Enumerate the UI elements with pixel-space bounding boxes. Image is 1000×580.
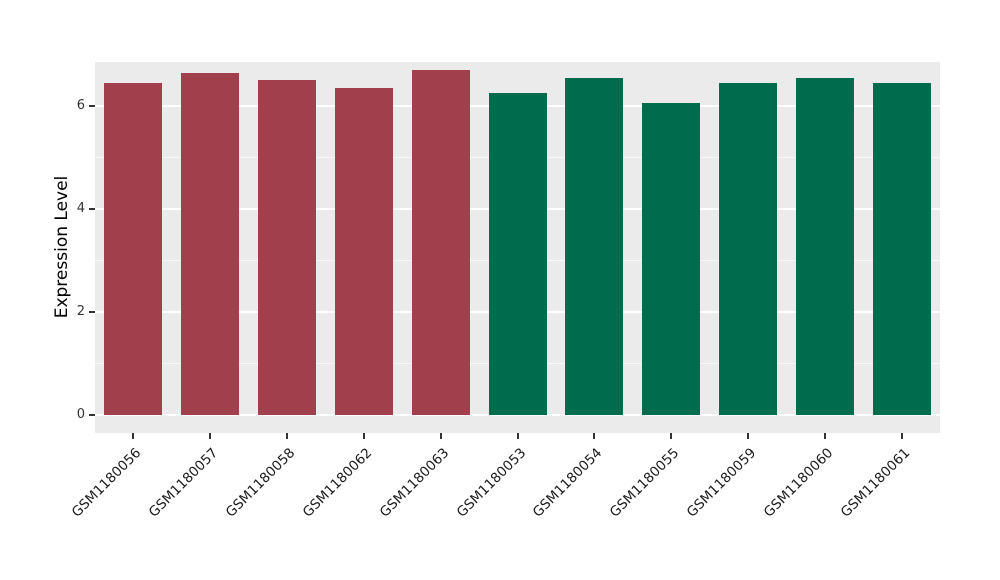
bar — [642, 103, 701, 415]
bar — [565, 77, 624, 415]
x-tick-mark — [132, 433, 135, 439]
x-tick-mark — [516, 433, 519, 439]
y-axis-title: Expression Level — [52, 175, 72, 319]
y-tick-label: 0 — [76, 407, 85, 422]
x-tick-mark — [362, 433, 365, 439]
x-tick-mark — [670, 433, 673, 439]
plot-panel — [95, 62, 940, 433]
bar — [258, 80, 317, 415]
x-tick-mark — [746, 433, 749, 439]
bar — [104, 82, 163, 415]
bar — [795, 77, 854, 415]
bar — [488, 93, 547, 415]
major-gridline — [95, 414, 940, 416]
y-tick-mark — [89, 208, 95, 210]
x-tick-mark — [593, 433, 596, 439]
bar — [411, 69, 470, 415]
y-tick-mark — [89, 105, 95, 107]
bar — [872, 82, 931, 415]
x-tick-mark — [209, 433, 212, 439]
y-tick-mark — [89, 414, 95, 416]
y-tick-label: 2 — [76, 304, 85, 319]
y-tick-mark — [89, 311, 95, 313]
x-tick-mark — [439, 433, 442, 439]
bar — [718, 82, 777, 415]
bar — [334, 87, 393, 415]
y-tick-label: 4 — [76, 201, 85, 216]
x-tick-mark — [286, 433, 289, 439]
y-tick-label: 6 — [76, 98, 85, 113]
x-tick-mark — [823, 433, 826, 439]
bar — [181, 72, 240, 415]
x-tick-mark — [900, 433, 903, 439]
